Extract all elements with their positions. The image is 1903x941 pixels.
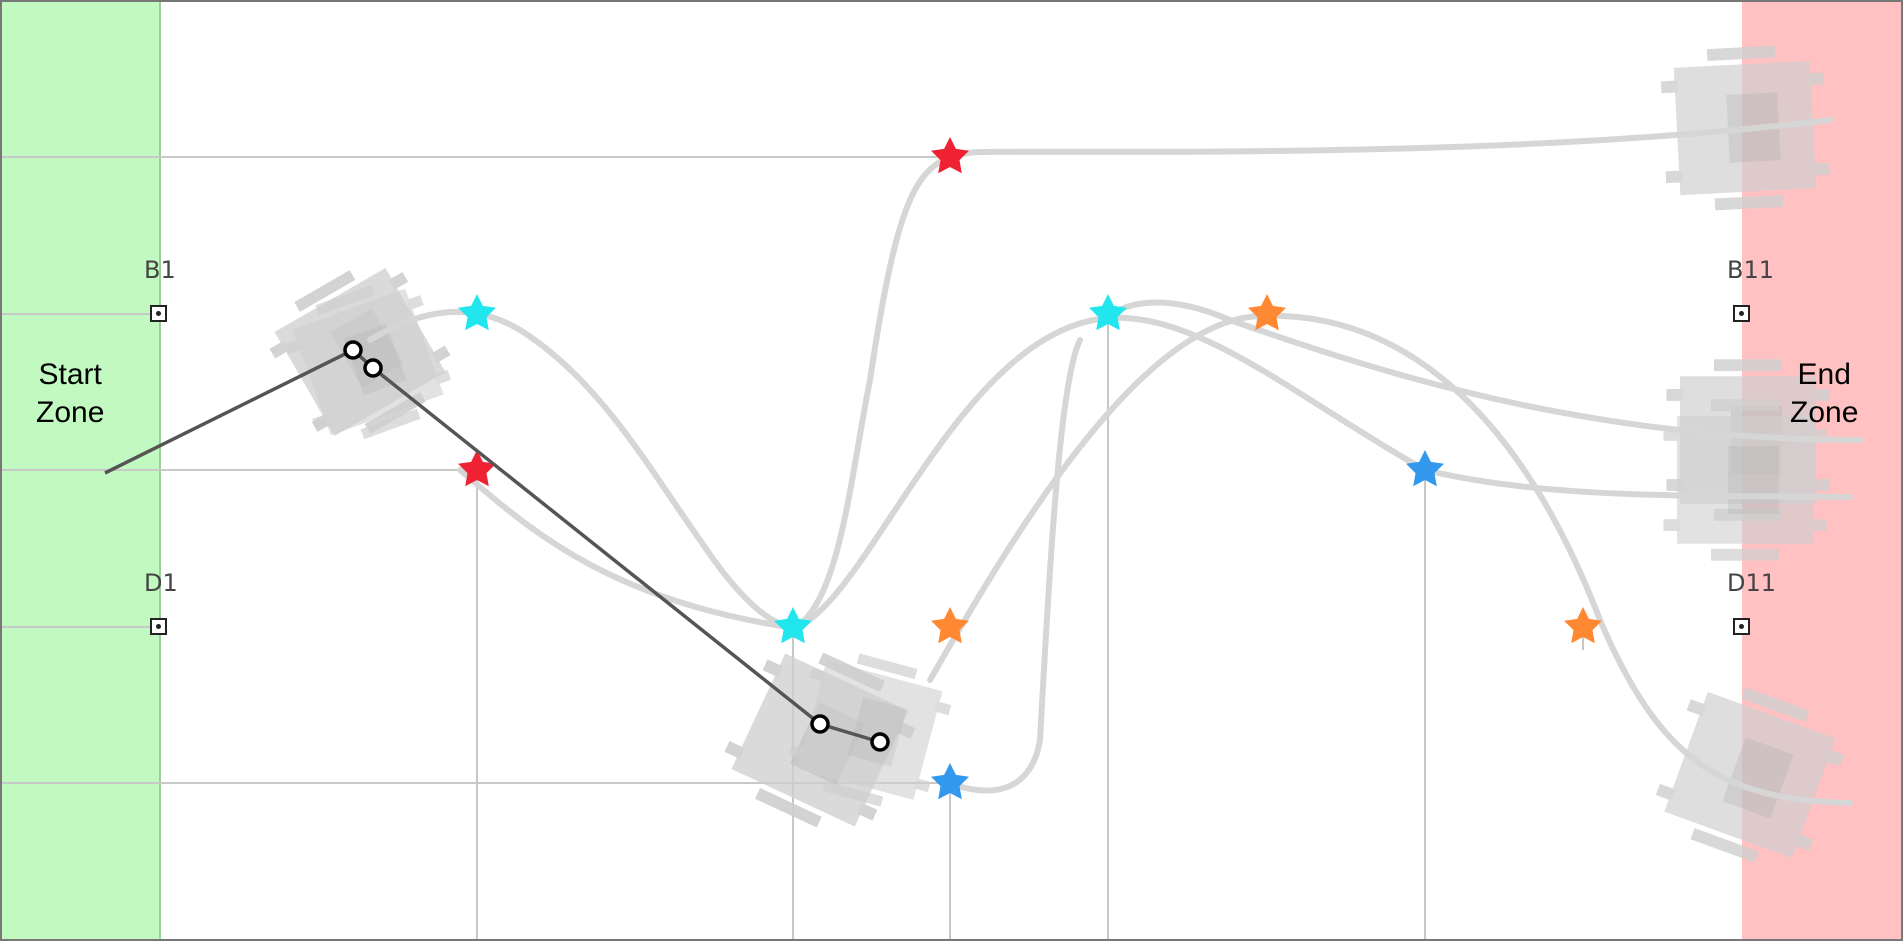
end-zone-line1: End: [1797, 358, 1851, 391]
marker-b11[interactable]: [1733, 305, 1750, 322]
marker-b1[interactable]: [150, 305, 167, 322]
end-zone-line2: Zone: [1790, 396, 1859, 429]
path-4: [927, 312, 1853, 806]
path-6: [947, 337, 1083, 794]
field-grid: [0, 156, 1584, 941]
path-3: [792, 314, 1853, 631]
marker-label-b1: B1: [144, 256, 176, 284]
marker-label-d11: D11: [1727, 569, 1777, 597]
marker-label-d1: D1: [144, 569, 178, 597]
active-path[interactable]: [104, 340, 890, 752]
robot-ghost-icon: [255, 43, 1855, 879]
start-zone-label: Start Zone: [36, 356, 104, 432]
planned-paths: [367, 117, 1863, 806]
star-orange-d6[interactable]: [931, 607, 969, 644]
star-orange-b8[interactable]: [1248, 294, 1286, 331]
star-markers[interactable]: [458, 137, 1602, 800]
waypoint-handle-icon[interactable]: [363, 358, 383, 378]
star-red-top[interactable]: [931, 137, 969, 174]
marker-d1[interactable]: [150, 618, 167, 635]
marker-d11[interactable]: [1733, 618, 1750, 635]
path-1: [367, 308, 798, 631]
start-zone-line2: Zone: [36, 396, 105, 429]
star-cyan-b3[interactable]: [458, 294, 496, 331]
waypoint-handle-icon[interactable]: [810, 714, 830, 734]
waypoint-handle-icon[interactable]: [870, 732, 890, 752]
waypoint-handle-icon[interactable]: [343, 340, 363, 360]
path-5: [1105, 299, 1863, 443]
start-zone-line1: Start: [38, 358, 102, 391]
end-zone-label: End Zone: [1790, 356, 1858, 432]
marker-label-b11: B11: [1727, 256, 1775, 284]
